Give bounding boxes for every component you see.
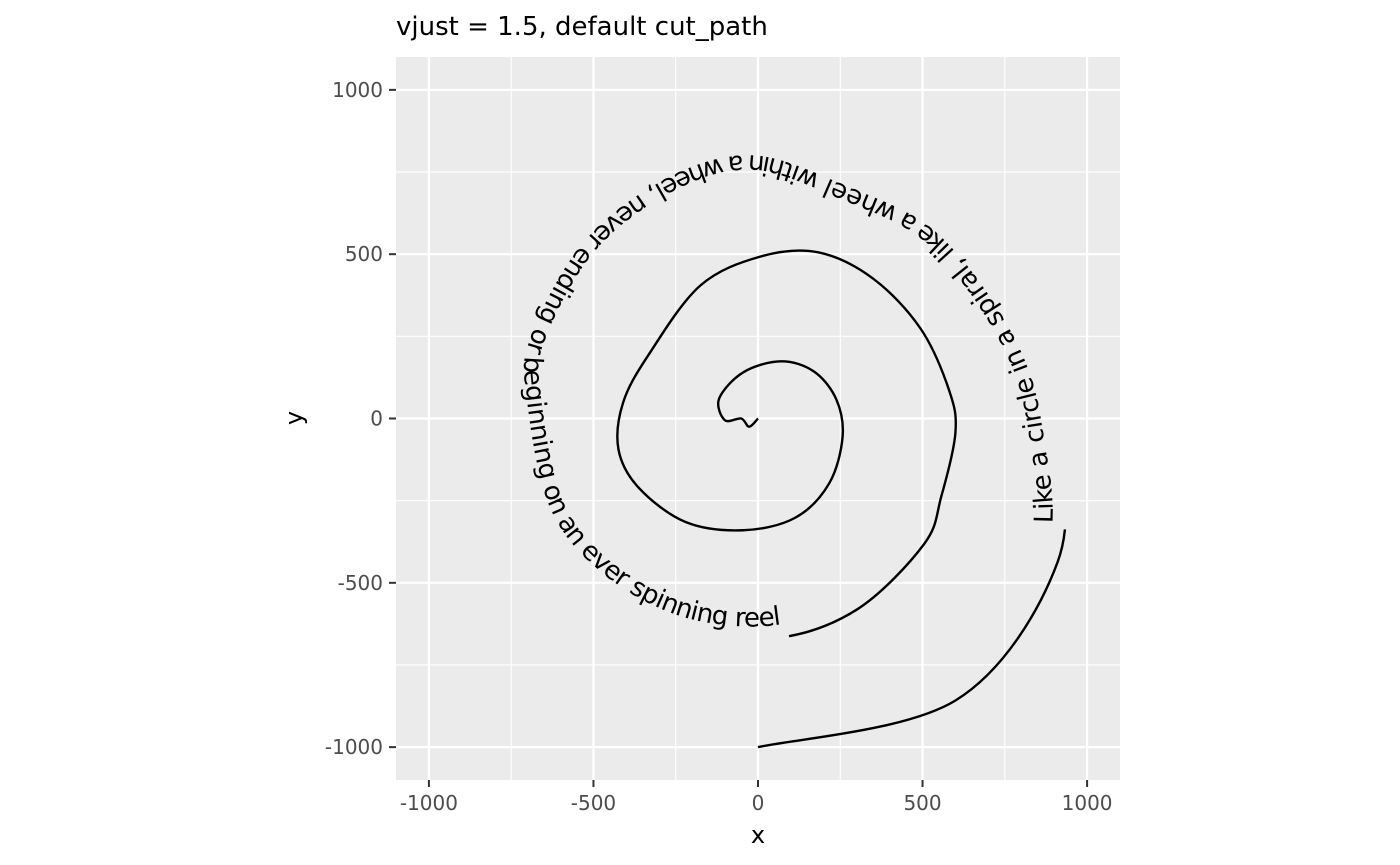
x-tick-label: 500 bbox=[903, 791, 941, 815]
y-tick-label: 0 bbox=[370, 407, 383, 431]
y-tick-label: -500 bbox=[338, 571, 383, 595]
x-axis-title: x bbox=[751, 821, 765, 849]
x-tick-label: 0 bbox=[752, 791, 765, 815]
x-tick-label: -1000 bbox=[400, 791, 458, 815]
x-axis: -1000 -500 0 500 1000 bbox=[400, 780, 1113, 815]
x-tick-label: 1000 bbox=[1062, 791, 1113, 815]
y-axis: -1000 -500 0 500 1000 bbox=[325, 78, 396, 759]
chart-title: vjust = 1.5, default cut_path bbox=[396, 12, 768, 42]
y-tick-label: 1000 bbox=[332, 78, 383, 102]
spiral-path-line bbox=[509, 141, 1067, 749]
y-tick-label: -1000 bbox=[325, 735, 383, 759]
y-axis-title: y bbox=[280, 411, 308, 425]
x-tick-label: -500 bbox=[571, 791, 616, 815]
y-tick-label: 500 bbox=[345, 242, 383, 266]
